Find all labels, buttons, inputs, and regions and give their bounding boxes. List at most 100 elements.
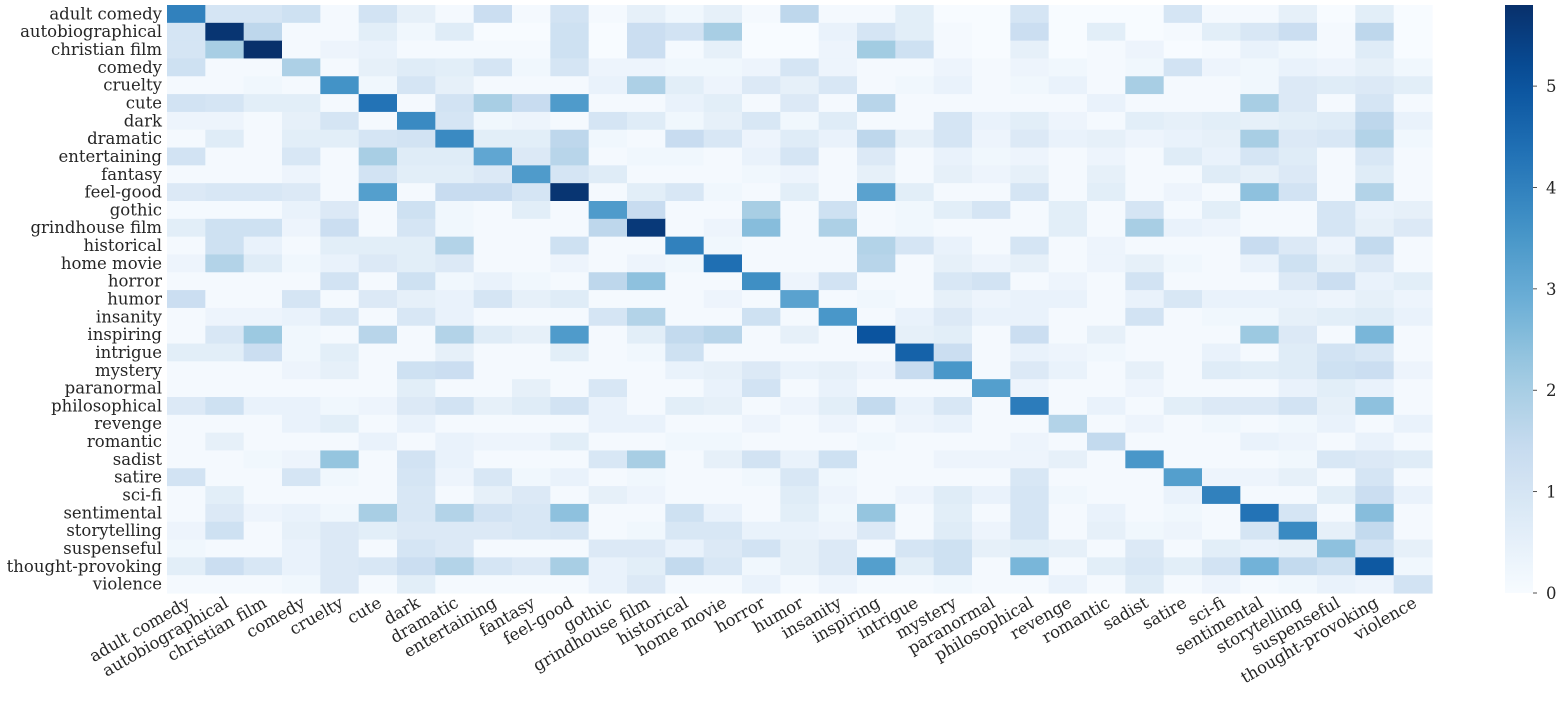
heatmap-cell: [473, 539, 513, 558]
heatmap-cell: [895, 129, 935, 149]
heatmap-cell: [972, 539, 1011, 558]
heatmap-cell: [1163, 201, 1203, 220]
heatmap-cell: [703, 111, 743, 131]
heatmap-cell: [205, 165, 245, 184]
heatmap-cell: [550, 379, 590, 398]
heatmap-cell: [895, 503, 935, 523]
heatmap-cell: [818, 325, 858, 345]
row-label: romantic: [87, 432, 162, 451]
heatmap-cell: [282, 5, 321, 24]
heatmap-cell: [397, 361, 436, 380]
heatmap-cell: [320, 272, 360, 291]
heatmap-cell: [1202, 94, 1241, 113]
heatmap-cell: [243, 468, 283, 487]
heatmap-cell: [857, 450, 896, 469]
heatmap-cell: [167, 5, 206, 24]
heatmap-cell: [205, 343, 245, 362]
heatmap-cell: [320, 111, 360, 131]
heatmap-cell: [1048, 575, 1088, 594]
heatmap-cell: [1010, 557, 1050, 576]
heatmap-cell: [358, 290, 398, 309]
heatmap-cell: [1393, 343, 1433, 362]
heatmap-cell: [1125, 254, 1165, 273]
heatmap-cell: [703, 40, 743, 60]
heatmap-cell: [665, 432, 705, 452]
heatmap-cell: [780, 557, 820, 576]
heatmap-cell: [1163, 183, 1203, 202]
heatmap-cell: [857, 111, 896, 131]
heatmap-cell: [895, 468, 935, 487]
heatmap-cell: [818, 432, 858, 452]
heatmap-cell: [1317, 432, 1356, 452]
heatmap-cell: [742, 94, 781, 113]
heatmap-cell: [627, 539, 666, 558]
heatmap-cell: [1125, 361, 1165, 380]
heatmap-cell: [588, 503, 628, 523]
row-label: mystery: [95, 361, 163, 380]
row-label: dramatic: [87, 129, 162, 148]
heatmap-cell: [895, 111, 935, 131]
heatmap-cell: [282, 290, 321, 309]
heatmap-cell: [205, 236, 245, 256]
heatmap-cell: [818, 575, 858, 594]
heatmap-cell: [665, 129, 705, 149]
heatmap-cell: [780, 468, 820, 487]
heatmap-cell: [1010, 468, 1050, 487]
heatmap-cell: [857, 76, 896, 95]
heatmap-cell: [397, 503, 436, 523]
heatmap-cell: [550, 539, 590, 558]
heatmap-cell: [512, 557, 551, 576]
heatmap-cell: [1048, 272, 1088, 291]
heatmap-cell: [1010, 165, 1050, 184]
heatmap-cell: [550, 76, 590, 95]
heatmap-cell: [665, 76, 705, 95]
heatmap-cell: [320, 575, 360, 594]
heatmap-cell: [473, 397, 513, 416]
heatmap-cell: [243, 5, 283, 24]
heatmap-cell: [818, 22, 858, 42]
heatmap-cell: [435, 343, 475, 362]
heatmap-cell: [550, 40, 590, 60]
heatmap-cell: [550, 183, 590, 202]
heatmap-cell: [857, 165, 896, 184]
heatmap-cell: [972, 254, 1011, 273]
heatmap-cell: [665, 343, 705, 362]
heatmap-cell: [742, 254, 781, 273]
heatmap-cell: [895, 521, 935, 541]
heatmap-cell: [435, 218, 475, 238]
heatmap-cell: [358, 218, 398, 238]
heatmap-cell: [512, 165, 551, 184]
heatmap-cell: [857, 361, 896, 380]
row-label: cruelty: [103, 76, 162, 95]
heatmap-cell: [1048, 183, 1088, 202]
heatmap-cell: [358, 307, 398, 327]
heatmap-cell: [933, 272, 973, 291]
heatmap-cell: [703, 307, 743, 327]
heatmap-cell: [1393, 40, 1433, 60]
heatmap-cell: [550, 325, 590, 345]
heatmap-cell: [895, 218, 935, 238]
heatmap-cell: [1355, 290, 1395, 309]
heatmap-cell: [857, 236, 896, 256]
heatmap-cell: [933, 343, 973, 362]
heatmap-cell: [243, 521, 283, 541]
heatmap-cell: [895, 40, 935, 60]
heatmap-cell: [857, 397, 896, 416]
heatmap-cell: [512, 343, 551, 362]
heatmap-cell: [243, 450, 283, 469]
heatmap-cell: [167, 361, 206, 380]
heatmap-cell: [397, 468, 436, 487]
heatmap-cell: [665, 575, 705, 594]
heatmap-cell: [1278, 307, 1318, 327]
heatmap-cell: [320, 503, 360, 523]
heatmap-cell: [1317, 165, 1356, 184]
heatmap-cell: [972, 5, 1011, 24]
heatmap-cell: [320, 450, 360, 469]
heatmap-cell: [167, 343, 206, 362]
heatmap-cell: [358, 58, 398, 77]
heatmap-cell: [205, 486, 245, 505]
heatmap-cell: [1240, 307, 1280, 327]
heatmap-cell: [1240, 94, 1280, 113]
heatmap-cell: [818, 397, 858, 416]
heatmap-cell: [435, 129, 475, 149]
